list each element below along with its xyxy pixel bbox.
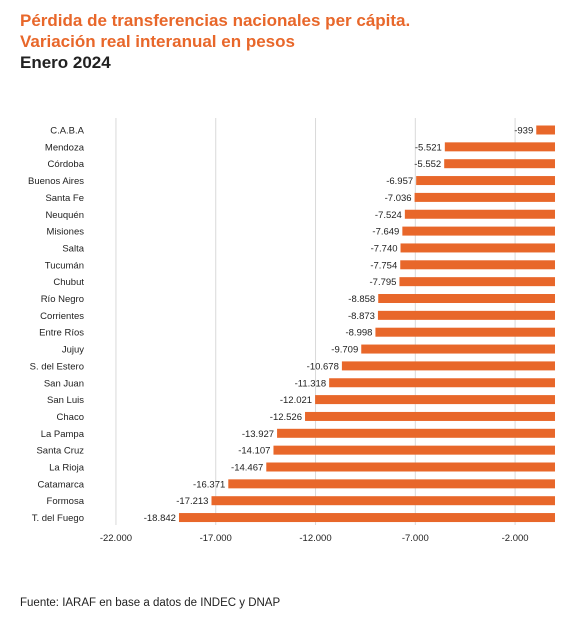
category-label: Misiones <box>47 227 85 238</box>
bar <box>404 209 555 219</box>
value-label: -13.927 <box>242 429 274 440</box>
bar <box>536 125 555 135</box>
value-label: -939 <box>514 126 533 137</box>
bar <box>277 428 555 438</box>
value-label: -6.957 <box>386 176 413 187</box>
category-label: Santa Fe <box>45 193 84 204</box>
value-label: -14.107 <box>238 446 270 457</box>
category-label: Río Negro <box>41 294 84 305</box>
value-label: -12.526 <box>270 412 302 423</box>
value-label: -9.709 <box>331 345 358 356</box>
bar <box>400 243 555 253</box>
value-label: -8.858 <box>348 294 375 305</box>
value-label: -7.649 <box>372 227 399 238</box>
bar <box>305 411 555 421</box>
x-tick-label: -7.000 <box>402 533 429 544</box>
bar <box>377 310 555 320</box>
category-label: Corrientes <box>40 311 84 322</box>
value-label: -5.521 <box>415 142 442 153</box>
bar <box>414 192 555 202</box>
value-labels: -939 -5.521 -5.552-6.957 -7.036 -7.524 -7.649… <box>144 126 534 525</box>
bar <box>329 378 555 388</box>
category-label: C.A.B.A <box>50 126 84 137</box>
value-label: -7.036 <box>385 193 412 204</box>
bar <box>402 226 555 236</box>
value-label: -18.842 <box>144 513 176 524</box>
category-label: San Juan <box>44 378 84 389</box>
value-label: -12.021 <box>280 395 312 406</box>
category-label: Salta <box>62 243 84 254</box>
category-labels: C.A.B.A Mendoza Córdoba Buenos Aires Santa F… <box>28 126 85 525</box>
category-label: Entre Ríos <box>39 328 84 339</box>
value-label: -7.740 <box>371 243 398 254</box>
value-label: -8.873 <box>348 311 375 322</box>
bar <box>178 513 555 523</box>
chart-subtitle: Enero 2024 <box>20 53 111 72</box>
bar <box>273 445 555 455</box>
bars <box>178 125 555 523</box>
category-label: Córdoba <box>48 159 85 170</box>
category-label: La Rioja <box>49 463 85 474</box>
value-label: -17.213 <box>176 496 208 507</box>
value-label: -16.371 <box>193 479 225 490</box>
bar <box>444 142 555 152</box>
bar <box>228 479 555 489</box>
bar <box>444 159 555 169</box>
value-label: -7.795 <box>370 277 397 288</box>
value-label: -8.998 <box>345 328 372 339</box>
bar <box>315 395 555 405</box>
value-label: -5.552 <box>414 159 441 170</box>
bar <box>400 260 555 270</box>
value-label: -7.754 <box>370 260 397 271</box>
bar <box>341 361 555 371</box>
bar <box>211 496 555 506</box>
source-note: Fuente: IARAF en base a datos de INDEC y… <box>20 597 281 609</box>
bar <box>399 277 555 287</box>
category-label: Neuquén <box>45 210 84 221</box>
x-tick-label: -17.000 <box>200 533 232 544</box>
x-tick-labels: -22.000 -17.000 -12.000 -7.000 -2.000 <box>100 533 529 544</box>
grid-lines <box>115 118 516 525</box>
category-label: Santa Cruz <box>36 446 84 457</box>
value-label: -14.467 <box>231 463 263 474</box>
chart-title-line2: Variación real interanual en pesos <box>20 32 295 51</box>
category-label: Tucumán <box>45 260 84 271</box>
category-label: Catamarca <box>38 479 85 490</box>
bar <box>378 294 555 303</box>
category-label: S. del Estero <box>30 361 84 372</box>
value-label: -10.678 <box>307 361 339 372</box>
x-tick-label: -22.000 <box>100 533 132 544</box>
bar <box>375 327 555 337</box>
value-label: -7.524 <box>375 210 402 221</box>
category-label: Chaco <box>57 412 84 423</box>
category-label: T. del Fuego <box>32 513 84 524</box>
category-label: San Luis <box>47 395 84 406</box>
category-label: Jujuy <box>62 345 84 356</box>
x-tick-label: -12.000 <box>299 533 331 544</box>
bar <box>266 462 555 472</box>
bar <box>361 344 555 354</box>
category-label: Buenos Aires <box>28 176 84 187</box>
category-label: Formosa <box>47 496 85 507</box>
bar <box>416 176 555 186</box>
category-label: Mendoza <box>45 142 85 153</box>
value-label: -11.318 <box>295 378 327 389</box>
category-label: Chubut <box>53 277 84 288</box>
chart-title: Pérdida de transferencias nacionales per… <box>20 11 411 30</box>
category-label: La Pampa <box>41 429 85 440</box>
x-tick-label: -2.000 <box>502 533 529 544</box>
